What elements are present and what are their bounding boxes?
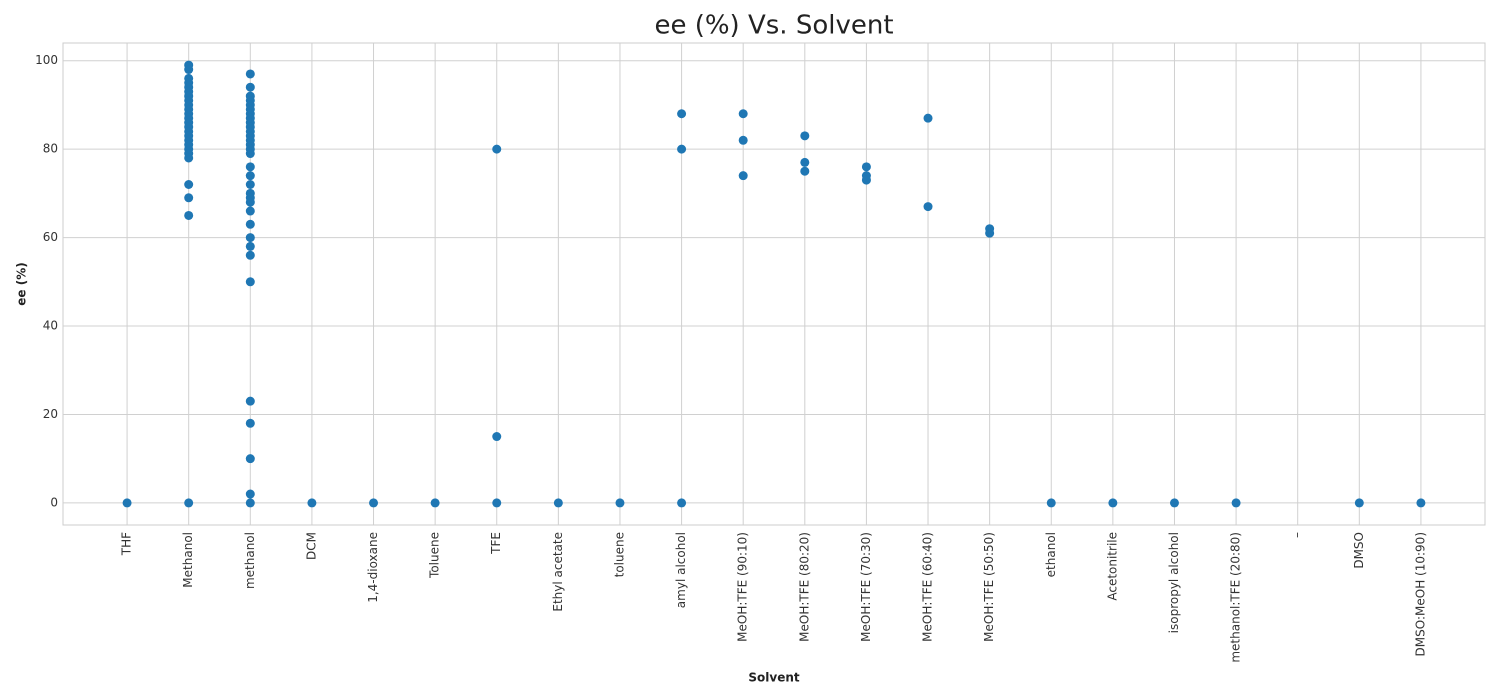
y-tick-label: 40 [43,319,58,333]
x-axis-label: Solvent [748,671,800,685]
x-tick-label: methanol:TFE (20:80) [1229,532,1243,663]
point [184,498,194,508]
point [245,396,255,406]
point [1416,498,1426,508]
y-tick-label: 60 [43,230,58,244]
point [923,113,933,123]
y-axis-label: ee (%) [15,262,29,305]
x-tick-label: Methanol [181,532,195,588]
point [1108,498,1118,508]
y-tick-label: 80 [43,142,58,156]
y-tick-label: 20 [43,407,58,421]
point [923,202,933,212]
point [738,109,748,119]
x-tick-label: THF [120,532,134,556]
point [184,65,194,75]
point [738,135,748,145]
point [245,241,255,251]
point [245,171,255,181]
point [492,144,502,154]
point [800,157,810,167]
point [245,206,255,216]
x-tick-label: MeOH:TFE (50:50) [982,532,996,642]
point [184,180,194,190]
point [245,233,255,243]
point [985,228,995,238]
x-tick-label: MeOH:TFE (80:20) [797,532,811,642]
point [245,197,255,207]
point [245,162,255,172]
x-tick-label: MeOH:TFE (90:10) [736,532,750,642]
point [122,498,132,508]
plot-frame [62,42,1486,526]
x-tick-label: DCM [304,532,318,560]
x-tick-label: DMSO:MeOH (10:90) [1413,532,1427,656]
x-tick-label: ethanol [1044,532,1058,577]
x-tick-label: 1,4-dioxane [366,532,380,603]
x-tick-label: MeOH:TFE (60:40) [921,532,935,642]
point [677,109,687,119]
point [245,489,255,499]
point [245,498,255,508]
point [1169,498,1179,508]
point [245,418,255,428]
point [861,175,871,185]
point [369,498,379,508]
x-tick-label: amyl alcohol [674,532,688,608]
x-tick-label: Acetonitrile [1105,532,1119,601]
point [245,149,255,159]
point [184,210,194,220]
point [184,193,194,203]
point [245,82,255,92]
x-tick-label: methanol [243,532,257,589]
x-tick-label: – [1290,532,1304,538]
x-tick-label: DMSO [1352,532,1366,569]
y-tick-label: 0 [50,495,58,509]
point [1231,498,1241,508]
point [245,69,255,79]
x-tick-label: Ethyl acetate [551,532,565,612]
point [307,498,317,508]
point [677,498,687,508]
x-tick-label: Toluene [428,532,442,579]
x-tick-label: TFE [489,532,503,555]
point [245,277,255,287]
point [1046,498,1056,508]
point [245,180,255,190]
point [184,153,194,163]
point [800,166,810,176]
point [430,498,440,508]
y-tick-label: 100 [35,53,58,67]
point [738,171,748,181]
point [492,432,502,442]
point [245,250,255,260]
point [861,162,871,172]
point [492,498,502,508]
x-tick-label: isopropyl alcohol [1167,532,1181,633]
point [677,144,687,154]
point [800,131,810,141]
x-tick-label: toluene [612,532,626,577]
point [615,498,625,508]
point [245,454,255,464]
x-tick-label: MeOH:TFE (70:30) [859,532,873,642]
point [245,219,255,229]
chart-title: ee (%) Vs. Solvent [654,11,893,41]
point [1354,498,1364,508]
point [553,498,563,508]
